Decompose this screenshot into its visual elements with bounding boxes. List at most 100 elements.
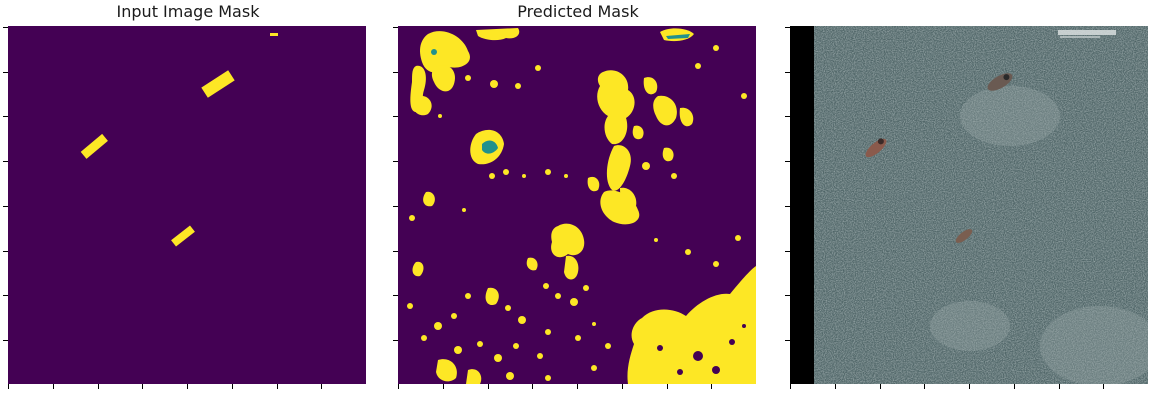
- predicted-region: [735, 235, 741, 241]
- predicted-region: [551, 223, 585, 258]
- predicted-region: [413, 95, 432, 116]
- x-axis-tick: [52, 384, 54, 389]
- y-axis-tick: [785, 161, 790, 163]
- black-border-strip: [790, 26, 814, 384]
- predicted-region: [506, 372, 514, 380]
- predicted-region: [535, 65, 541, 71]
- x-axis-tick: [577, 384, 578, 389]
- predicted-mask-panel: [398, 26, 756, 384]
- predicted-region: [490, 80, 498, 88]
- boat: [955, 229, 973, 243]
- predicted-region: [713, 261, 719, 267]
- predicted-region: [606, 145, 631, 191]
- x-axis-tick: [532, 384, 534, 389]
- predicted-region: [505, 305, 511, 311]
- y-axis-tick: [3, 116, 8, 118]
- y-axis-tick: [785, 205, 790, 207]
- predicted-region: [537, 353, 543, 359]
- boat-cabin: [877, 138, 884, 145]
- predicted-region: [695, 63, 701, 69]
- predicted-region: [503, 169, 509, 175]
- predicted-region: [713, 45, 719, 51]
- y-axis-tick: [393, 71, 398, 73]
- boat-hull: [955, 229, 973, 243]
- x-axis-tick: [666, 384, 668, 389]
- predicted-region: [489, 173, 495, 179]
- aerial-texture-light: [790, 26, 1148, 384]
- predicted-region: [564, 174, 568, 178]
- y-axis-tick: [393, 340, 398, 342]
- predicted-region: [476, 28, 520, 41]
- predicted-region: [513, 343, 519, 349]
- boats: [865, 73, 1013, 243]
- panel-2-title: Predicted Mask: [517, 2, 639, 21]
- predicted-region: [462, 208, 466, 212]
- bright-patch: [1040, 306, 1148, 384]
- x-axis-tick: [711, 384, 713, 389]
- y-axis-tick: [3, 26, 8, 28]
- predicted-region: [434, 322, 442, 330]
- predicted-region: [518, 316, 526, 324]
- x-axis-tick: [969, 384, 970, 389]
- predicted-region: [575, 335, 581, 341]
- y-axis-tick: [393, 161, 398, 163]
- predicted-region: [597, 70, 635, 145]
- x-axis-tick: [790, 384, 791, 389]
- predicted-region: [741, 93, 747, 99]
- predicted-region: [409, 215, 415, 221]
- predicted-hole: [693, 351, 703, 361]
- predicted-region: [545, 169, 551, 175]
- predicted-region: [632, 125, 644, 140]
- x-axis-tick: [442, 384, 444, 389]
- predicted-region: [436, 359, 457, 382]
- x-axis-tick: [8, 384, 9, 389]
- y-axis-tick: [3, 340, 8, 342]
- predicted-edges: [431, 34, 690, 154]
- predicted-region: [600, 190, 640, 225]
- white-streak: [1060, 36, 1100, 38]
- mask-object: [80, 133, 108, 159]
- predicted-region: [454, 346, 462, 354]
- predicted-region: [685, 249, 691, 255]
- y-axis-tick: [3, 250, 8, 252]
- predicted-region: [526, 257, 538, 271]
- aerial-image-panel: [790, 26, 1148, 384]
- aerial-bright-patches: [930, 86, 1148, 384]
- x-axis-tick: [276, 384, 278, 389]
- predicted-hole: [742, 324, 746, 328]
- y-axis-tick: [3, 205, 8, 207]
- predicted-region: [642, 162, 650, 170]
- x-axis-tick: [1103, 384, 1105, 389]
- boat: [865, 138, 887, 158]
- x-axis-tick: [924, 384, 926, 389]
- predicted-hole: [712, 366, 720, 374]
- y-axis-tick: [785, 295, 790, 297]
- x-axis-tick: [1013, 384, 1015, 389]
- predicted-region: [451, 313, 457, 319]
- mask-background: [8, 26, 366, 384]
- predicted-edge: [482, 140, 498, 154]
- predicted-mask-image: [398, 26, 756, 384]
- predicted-region: [662, 147, 674, 162]
- mask-objects: [80, 33, 278, 247]
- y-axis-tick: [393, 250, 398, 252]
- predicted-region: [420, 31, 470, 73]
- y-axis-tick: [393, 205, 398, 207]
- y-axis-tick: [785, 250, 790, 252]
- y-axis-tick: [3, 161, 8, 163]
- predicted-region: [587, 176, 600, 192]
- y-axis-tick: [3, 295, 8, 297]
- predicted-region: [522, 174, 526, 178]
- y-axis-tick: [785, 71, 790, 73]
- y-axis-tick: [785, 340, 790, 342]
- predicted-region: [407, 303, 413, 309]
- predicted-hole: [729, 339, 735, 345]
- predicted-region: [477, 341, 483, 347]
- y-axis-tick: [3, 71, 8, 73]
- predicted-regions: [407, 28, 756, 384]
- x-axis-tick: [231, 384, 233, 389]
- x-axis-tick: [321, 384, 323, 389]
- predicted-region: [564, 255, 579, 280]
- predicted-edge: [666, 34, 690, 39]
- predicted-region: [438, 114, 442, 118]
